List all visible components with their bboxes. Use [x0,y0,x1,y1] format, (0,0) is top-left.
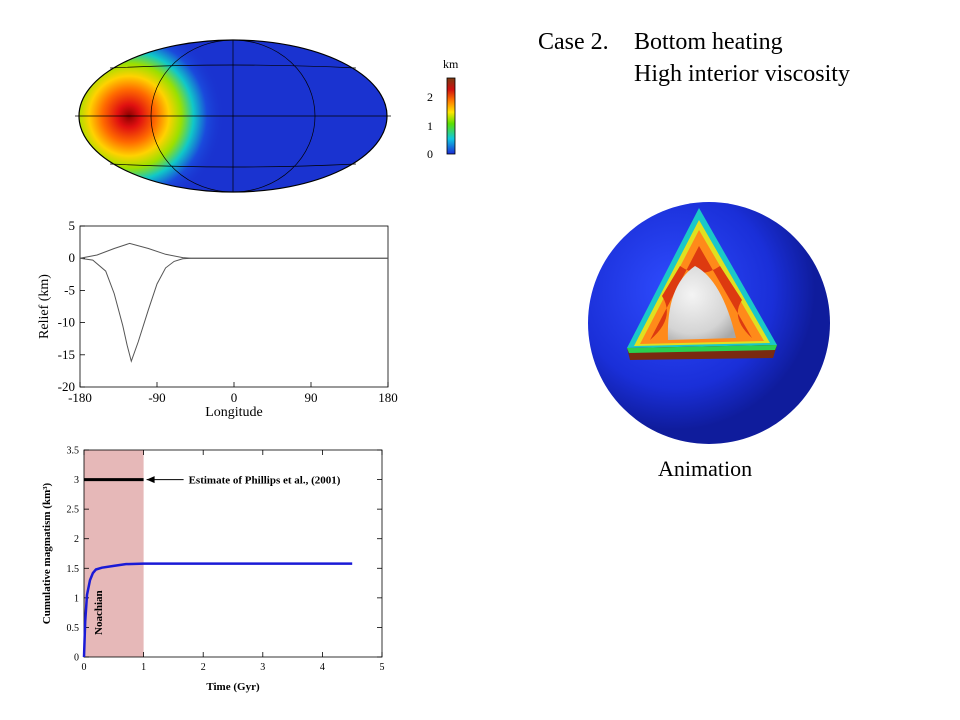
magmatism-chart: 0 1 2 3 4 5 0 0.5 1 1.5 2 2.5 3 3.5 Estimate of Philli… [41,446,385,694]
cutaway-rim [627,345,777,353]
relief-y-tick-label: -15 [58,347,75,362]
colorbar-tick-2: 2 [427,90,433,104]
relief-x-tick-label: -180 [68,390,92,405]
magma-y-tick-label: 1.5 [67,564,80,575]
relief-map: km 0 1 2 [75,39,459,193]
planet-cutaway-image [588,202,830,444]
planet-core [667,266,736,340]
magma-x-tick-label: 0 [82,662,87,673]
magma-x-tick-label: 3 [260,662,265,673]
relief-chart: -180 -90 0 90 180 5 0 -5 -10 -15 -20 Longitude Relie… [37,218,398,420]
case-label: Case 2. [538,29,609,55]
magma-y-tick-label: 1 [74,593,79,604]
relief-y-axis-label: Relief (km) [37,274,52,339]
noachian-label: Noachian [93,590,105,635]
estimate-arrow-head [146,476,155,484]
relief-y-tick-label: 0 [69,250,76,265]
relief-y-tick-label: 5 [69,218,76,233]
magma-y-axis-label: Cumulative magmatism (km³) [41,482,53,624]
magma-x-axis-label: Time (Gyr) [206,681,260,693]
colorbar-unit: km [443,57,459,71]
magma-series-line-0 [82,562,353,658]
magma-y-tick-label: 3 [74,475,79,486]
magma-x-tick-label: 1 [141,662,146,673]
colorbar-tick-0: 0 [427,147,433,161]
case-description-line2: High interior viscosity [634,61,850,87]
map-hotspot [79,40,234,192]
estimate-annotation: Estimate of Phillips et al., (2001) [189,475,341,487]
magma-x-tick-label: 2 [201,662,206,673]
relief-y-tick-label: -5 [64,282,75,297]
relief-x-tick-label: -90 [148,390,165,405]
relief-series-line-0 [79,257,388,363]
relief-plot-frame [79,225,389,388]
plume-red [650,246,752,340]
relief-x-tick-label: 0 [231,390,238,405]
noachian-shaded-region [84,450,144,657]
magma-plot-frame [83,449,383,658]
animation-link[interactable]: Animation [658,456,753,481]
magma-x-tick-label: 5 [380,662,385,673]
relief-y-tick-label: -20 [58,379,75,394]
relief-x-axis-label: Longitude [205,405,263,420]
relief-series-line-1 [79,242,388,259]
colorbar-tick-1: 1 [427,119,433,133]
magma-y-tick-label: 0.5 [67,623,80,634]
magma-y-tick-label: 0 [74,653,79,664]
colorbar [446,77,456,155]
relief-y-tick-label: -10 [58,315,75,330]
magma-y-tick-label: 3.5 [67,446,80,457]
magma-y-tick-label: 2.5 [67,505,80,516]
case-description-line1: Bottom heating [634,29,783,55]
magma-y-tick-label: 2 [74,534,79,545]
relief-x-tick-label: 90 [305,390,318,405]
map-graticule [75,39,391,193]
magma-x-tick-label: 4 [320,662,325,673]
relief-x-tick-label: 180 [378,390,398,405]
